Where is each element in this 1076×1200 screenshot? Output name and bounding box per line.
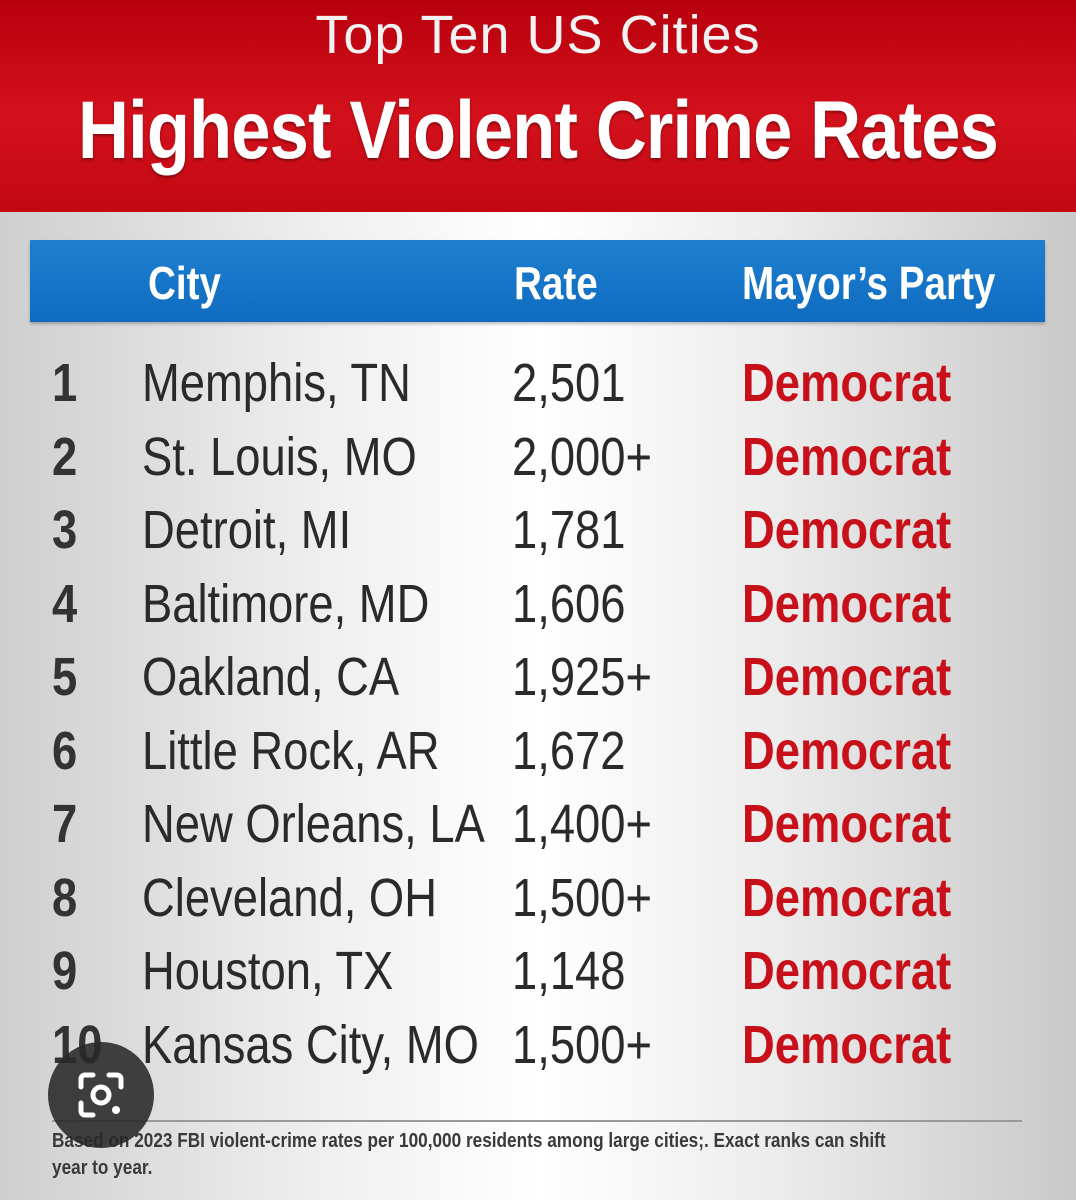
table-header: City Rate Mayor’s Party: [30, 240, 1045, 322]
city-cell: Memphis, TN: [142, 353, 411, 413]
column-header-city: City: [148, 257, 222, 309]
rank-cell: 3: [52, 500, 78, 560]
rate-cell: 1,606: [512, 573, 626, 634]
footnote: Based on 2023 FBI violent-crime rates pe…: [52, 1130, 886, 1179]
party-cell: Democrat: [742, 1014, 952, 1075]
party-cell: Democrat: [742, 353, 952, 413]
rate-cell: 1,925+: [512, 647, 653, 707]
city-cell: Houston, TX: [142, 941, 394, 1001]
rate-cell: 1,500+: [512, 1014, 653, 1075]
party-cell: Democrat: [742, 867, 952, 928]
chart-subtitle: Top Ten US Cities: [315, 5, 761, 65]
party-cell: Democrat: [742, 426, 952, 487]
city-cell: Detroit, MI: [142, 500, 352, 560]
party-cell: Democrat: [742, 720, 952, 781]
rank-cell: 4: [52, 573, 78, 634]
city-cell: New Orleans, LA: [142, 794, 485, 854]
table-row: 10 Kansas City, MO 1,500+ Democrat: [0, 1014, 1076, 1088]
table-row: 3 Detroit, MI 1,781 Democrat: [0, 499, 1076, 573]
rank-cell: 6: [52, 720, 78, 781]
rank-cell: 8: [52, 867, 78, 928]
party-cell: Democrat: [742, 500, 952, 560]
party-cell: Democrat: [742, 941, 952, 1001]
lens-search-button[interactable]: [48, 1042, 154, 1148]
rank-cell: 7: [52, 794, 78, 854]
city-cell: Little Rock, AR: [142, 720, 440, 781]
table-row: 4 Baltimore, MD 1,606 Democrat: [0, 573, 1076, 647]
table-row: 6 Little Rock, AR 1,672 Democrat: [0, 720, 1076, 794]
rate-cell: 1,781: [512, 500, 626, 560]
party-cell: Democrat: [742, 647, 952, 707]
rate-cell: 2,000+: [512, 426, 653, 487]
city-cell: Oakland, CA: [142, 647, 400, 707]
table-row: 7 New Orleans, LA 1,400+ Democrat: [0, 793, 1076, 867]
party-cell: Democrat: [742, 794, 952, 854]
table-row: 2 St. Louis, MO 2,000+ Democrat: [0, 426, 1076, 500]
rank-cell: 2: [52, 426, 78, 487]
table-row: 8 Cleveland, OH 1,500+ Democrat: [0, 867, 1076, 941]
table-row: 9 Houston, TX 1,148 Democrat: [0, 940, 1076, 1014]
rank-cell: 1: [52, 353, 78, 413]
table-row: 1 Memphis, TN 2,501 Democrat: [0, 352, 1076, 426]
party-cell: Democrat: [742, 573, 952, 634]
city-cell: Baltimore, MD: [142, 573, 430, 634]
rate-cell: 1,400+: [512, 794, 653, 854]
rank-cell: 9: [52, 941, 78, 1001]
rank-cell: 5: [52, 647, 78, 707]
lens-camera-icon: [78, 1072, 124, 1118]
rate-cell: 2,501: [512, 353, 626, 413]
column-header-party: Mayor’s Party: [742, 257, 996, 309]
chart-title: Highest Violent Crime Rates: [78, 85, 999, 176]
column-header-rate: Rate: [514, 257, 598, 309]
city-cell: St. Louis, MO: [142, 426, 417, 487]
table-row: 5 Oakland, CA 1,925+ Democrat: [0, 646, 1076, 720]
rate-cell: 1,148: [512, 941, 626, 1001]
rate-cell: 1,672: [512, 720, 626, 781]
title-banner: Top Ten US Cities Highest Violent Crime …: [0, 0, 1076, 212]
city-cell: Kansas City, MO: [142, 1014, 479, 1075]
city-cell: Cleveland, OH: [142, 867, 437, 928]
footnote-divider: [52, 1120, 1022, 1122]
rate-cell: 1,500+: [512, 867, 653, 928]
